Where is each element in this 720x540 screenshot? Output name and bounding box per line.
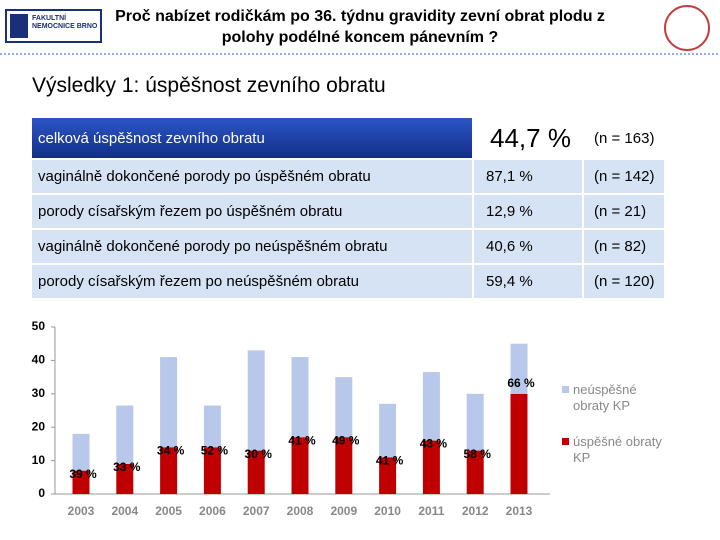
bar-segment bbox=[116, 463, 134, 494]
annotation: 33 % bbox=[113, 460, 141, 474]
chart: 0 10 20 30 40 50 2003 39 % 2004 33 % 2005 34 % 2006 5… bbox=[32, 319, 550, 518]
cell-text: porody císařským řezem po úspěšném obrat… bbox=[38, 203, 343, 220]
title: Proč nabízet rodičkám po 36. týdnu gravi… bbox=[115, 8, 605, 46]
annotation: 49 % bbox=[332, 433, 360, 447]
table-cell: celková úspěšnost zevního obratu bbox=[30, 116, 474, 160]
table-cell: (n = 163) bbox=[582, 116, 666, 160]
header-decor bbox=[0, 5, 720, 55]
cell-text: celková úspěšnost zevního obratu bbox=[38, 129, 265, 147]
bar-segment bbox=[247, 350, 265, 451]
y-tick-label: 20 bbox=[32, 419, 46, 433]
bar-segment bbox=[466, 393, 484, 451]
right-logo bbox=[664, 5, 710, 51]
bar-segment bbox=[72, 470, 90, 494]
x-tick-label: 2012 bbox=[462, 504, 489, 518]
x-tick-label: 2007 bbox=[243, 504, 270, 518]
y-tick-label: 30 bbox=[32, 386, 46, 400]
bar-segment bbox=[247, 450, 265, 494]
cell-text: 44,7 % bbox=[490, 122, 571, 153]
annotation: 39 % bbox=[69, 467, 97, 481]
bar-segment bbox=[510, 393, 528, 494]
bar-segment bbox=[335, 377, 353, 438]
cell-text: vaginálně dokončené porody po úspěšném o… bbox=[38, 168, 371, 185]
table-row: vaginálně dokončené porody po úspěšném o… bbox=[30, 158, 666, 195]
table-cell: (n = 120) bbox=[582, 263, 666, 300]
bar-segment bbox=[72, 433, 90, 471]
cell-text: (n = 82) bbox=[594, 238, 647, 255]
annotation: 30 % bbox=[245, 447, 273, 461]
x-tick-label: 2009 bbox=[330, 504, 357, 518]
annotation: 66 % bbox=[507, 376, 535, 390]
x-tick-label: 2005 bbox=[155, 504, 182, 518]
bar-segment bbox=[422, 372, 440, 441]
bar-segment bbox=[291, 357, 309, 438]
table-cell: (n = 21) bbox=[582, 193, 666, 230]
table-cell: porody císařským řezem po neúspěšném obr… bbox=[30, 263, 474, 300]
table-row: vaginálně dokončené porody po neúspěšném… bbox=[30, 228, 666, 265]
cell-text: 12,9 % bbox=[486, 203, 533, 220]
legend-label: neúspěšné obraty KP bbox=[573, 382, 637, 413]
cell-text: (n = 163) bbox=[594, 129, 655, 147]
x-tick-label: 2004 bbox=[111, 504, 138, 518]
bar-segment bbox=[466, 450, 484, 494]
table-cell: 59,4 % bbox=[472, 263, 584, 300]
annotation: 41 % bbox=[376, 453, 404, 467]
legend-swatch bbox=[562, 438, 569, 445]
subtitle: Výsledky 1: úspěšnost zevního obratu bbox=[32, 74, 386, 97]
table-cell: 40,6 % bbox=[472, 228, 584, 265]
table-cell: (n = 82) bbox=[582, 228, 666, 265]
x-tick-label: 2008 bbox=[287, 504, 314, 518]
table-row: porody císařským řezem po neúspěšném obr… bbox=[30, 263, 666, 300]
x-tick-label: 2010 bbox=[374, 504, 401, 518]
table-cell: porody císařským řezem po úspěšném obrat… bbox=[30, 193, 474, 230]
bar-segment bbox=[422, 440, 440, 494]
x-tick-label: 2013 bbox=[506, 504, 533, 518]
table-row: porody císařským řezem po úspěšném obrat… bbox=[30, 193, 666, 230]
x-tick-label: 2011 bbox=[418, 504, 444, 518]
bar-segment bbox=[203, 447, 221, 494]
bar-segment bbox=[291, 437, 309, 494]
annotation: 52 % bbox=[201, 443, 229, 457]
logo-mark bbox=[10, 14, 28, 38]
table-row: celková úspěšnost zevního obratu 44,7 % (n… bbox=[30, 116, 666, 160]
results-table: celková úspěšnost zevního obratu 44,7 % (n… bbox=[30, 116, 666, 300]
table-cell: 87,1 % bbox=[472, 158, 584, 195]
bar-segment bbox=[160, 357, 178, 448]
cell-text: 87,1 % bbox=[486, 168, 533, 185]
bar-segment bbox=[335, 437, 353, 494]
bar-segment bbox=[116, 405, 134, 464]
cell-text: (n = 21) bbox=[594, 203, 647, 220]
bar-segment bbox=[510, 343, 528, 394]
annotation: 41 % bbox=[288, 433, 316, 447]
cell-text: (n = 120) bbox=[594, 273, 655, 290]
x-tick-label: 2006 bbox=[199, 504, 226, 518]
bar-segment bbox=[379, 457, 397, 494]
cell-text: (n = 142) bbox=[594, 168, 655, 185]
logo-text: FAKULTNÍ NEMOCNICE BRNO bbox=[32, 15, 98, 30]
cell-text: 40,6 % bbox=[486, 238, 533, 255]
legend-swatch bbox=[562, 386, 569, 393]
y-tick-label: 10 bbox=[32, 453, 46, 467]
y-tick-label: 0 bbox=[38, 486, 45, 500]
x-tick-label: 2003 bbox=[68, 504, 95, 518]
legend-label: úspěšné obraty KP bbox=[573, 434, 662, 465]
annotation: 58 % bbox=[464, 447, 492, 461]
table-cell: vaginálně dokončené porody po úspěšném o… bbox=[30, 158, 474, 195]
y-tick-label: 50 bbox=[32, 319, 46, 333]
annotation: 34 % bbox=[157, 443, 185, 457]
table-cell: vaginálně dokončené porody po neúspěšném… bbox=[30, 228, 474, 265]
bar-segment bbox=[203, 405, 221, 448]
annotation: 43 % bbox=[420, 437, 448, 451]
cell-text: porody císařským řezem po neúspěšném obr… bbox=[38, 273, 359, 290]
cell-text: 59,4 % bbox=[486, 273, 533, 290]
table-cell: 44,7 % bbox=[472, 116, 584, 160]
bar-segment bbox=[160, 447, 178, 494]
y-tick-label: 40 bbox=[32, 353, 46, 367]
table-cell: (n = 142) bbox=[582, 158, 666, 195]
cell-text: vaginálně dokončené porody po neúspěšném… bbox=[38, 238, 388, 255]
bar-segment bbox=[379, 403, 397, 458]
table-cell: 12,9 % bbox=[472, 193, 584, 230]
